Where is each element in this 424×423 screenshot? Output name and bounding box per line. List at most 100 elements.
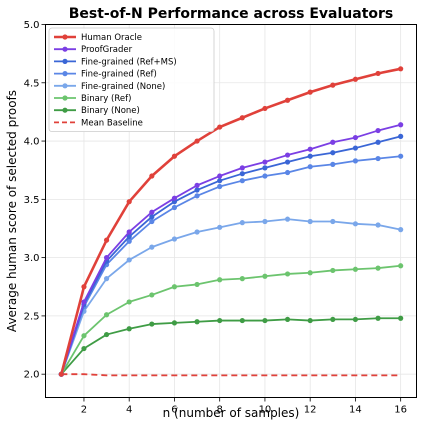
data-point bbox=[307, 164, 313, 170]
data-point bbox=[375, 315, 381, 321]
data-point bbox=[398, 66, 404, 72]
x-tick-label: 2 bbox=[81, 405, 87, 416]
data-point bbox=[330, 82, 336, 88]
data-point bbox=[81, 299, 87, 305]
data-point bbox=[194, 193, 200, 199]
data-point bbox=[262, 165, 268, 171]
y-tick-label: 5.0 bbox=[24, 20, 40, 31]
data-point bbox=[81, 345, 87, 352]
series-fine-grained-ref-ms bbox=[58, 133, 404, 377]
data-point bbox=[262, 317, 268, 324]
series-binary-ref bbox=[58, 263, 404, 377]
data-point bbox=[398, 153, 404, 159]
series-line bbox=[60, 135, 401, 375]
legend-marker bbox=[62, 34, 68, 40]
x-tick-label: 10 bbox=[259, 405, 272, 416]
x-tick-label: 6 bbox=[171, 405, 177, 416]
data-point bbox=[126, 238, 132, 244]
data-point bbox=[194, 281, 200, 288]
data-point bbox=[194, 319, 200, 325]
data-point bbox=[262, 105, 268, 112]
data-point bbox=[149, 209, 155, 215]
data-point bbox=[375, 265, 381, 271]
data-point bbox=[398, 227, 404, 233]
data-point bbox=[307, 270, 313, 276]
data-point bbox=[307, 218, 313, 225]
data-point bbox=[149, 321, 155, 327]
data-point bbox=[239, 115, 245, 121]
legend-marker bbox=[62, 83, 68, 89]
data-point bbox=[149, 218, 155, 225]
data-point bbox=[352, 145, 359, 151]
data-point bbox=[194, 138, 200, 144]
legend-marker bbox=[62, 95, 68, 101]
data-point bbox=[126, 257, 132, 263]
legend-item: ProofGrader bbox=[54, 45, 133, 55]
data-point bbox=[194, 229, 200, 235]
data-point bbox=[398, 315, 404, 321]
legend-label: Fine-grained (Ref) bbox=[81, 70, 157, 80]
data-point bbox=[171, 320, 178, 326]
legend-marker bbox=[62, 46, 68, 52]
data-point bbox=[352, 158, 359, 164]
data-point bbox=[330, 161, 336, 167]
data-point bbox=[307, 317, 313, 324]
data-point bbox=[239, 317, 245, 324]
y-tick-label: 3.5 bbox=[24, 195, 40, 206]
series-line bbox=[60, 67, 401, 375]
legend-label: Mean Baseline bbox=[81, 118, 143, 128]
data-point bbox=[262, 173, 268, 179]
data-point bbox=[217, 317, 223, 324]
data-point bbox=[239, 165, 245, 171]
data-point bbox=[171, 204, 178, 211]
data-point bbox=[284, 216, 291, 222]
data-point bbox=[126, 229, 132, 235]
legend-label: Human Oracle bbox=[81, 33, 142, 43]
data-point bbox=[398, 263, 404, 269]
axis-ticks: 2 4 6 8 10 12 14 16 2.0 2.5 3.0 3.5 4.0 4.5 5.0 bbox=[24, 20, 407, 416]
data-point bbox=[375, 139, 381, 145]
legend-item: Human Oracle bbox=[54, 33, 142, 43]
data-point bbox=[171, 153, 178, 159]
data-point bbox=[239, 276, 245, 282]
data-point bbox=[58, 371, 64, 377]
series-line bbox=[60, 218, 401, 375]
legend-item: Binary (Ref) bbox=[54, 94, 131, 104]
data-point bbox=[217, 277, 223, 283]
data-point bbox=[284, 271, 291, 277]
data-point bbox=[375, 70, 381, 77]
legend-label: ProofGrader bbox=[81, 45, 133, 55]
data-point bbox=[126, 234, 132, 240]
data-point bbox=[330, 150, 336, 156]
y-tick-label: 2.0 bbox=[24, 370, 40, 381]
legend-item: Fine-grained (Ref) bbox=[54, 70, 157, 80]
legend-marker bbox=[62, 107, 68, 113]
data-point bbox=[398, 122, 404, 128]
x-tick-label: 14 bbox=[349, 405, 362, 416]
data-point bbox=[149, 214, 155, 220]
data-point bbox=[103, 255, 110, 261]
series-binary-none bbox=[58, 315, 404, 377]
data-point bbox=[398, 133, 404, 139]
series-line bbox=[60, 317, 401, 375]
legend-item: Mean Baseline bbox=[54, 118, 143, 128]
data-point bbox=[262, 218, 268, 225]
data-point bbox=[307, 153, 313, 159]
data-point bbox=[194, 182, 200, 188]
data-point bbox=[103, 331, 110, 338]
series-line bbox=[60, 264, 401, 375]
data-point bbox=[284, 152, 291, 158]
data-point bbox=[103, 276, 110, 282]
data-point bbox=[307, 146, 313, 152]
data-point bbox=[126, 326, 132, 332]
data-point bbox=[149, 244, 155, 250]
data-point bbox=[284, 316, 291, 323]
data-point bbox=[126, 299, 132, 305]
y-tick-label: 4.0 bbox=[24, 137, 40, 148]
legend-item: Fine-grained (Ref+MS) bbox=[54, 57, 177, 67]
data-point bbox=[262, 273, 268, 279]
y-tick-label: 4.5 bbox=[24, 78, 40, 89]
data-point bbox=[103, 312, 110, 318]
series-human-oracle bbox=[58, 66, 404, 377]
